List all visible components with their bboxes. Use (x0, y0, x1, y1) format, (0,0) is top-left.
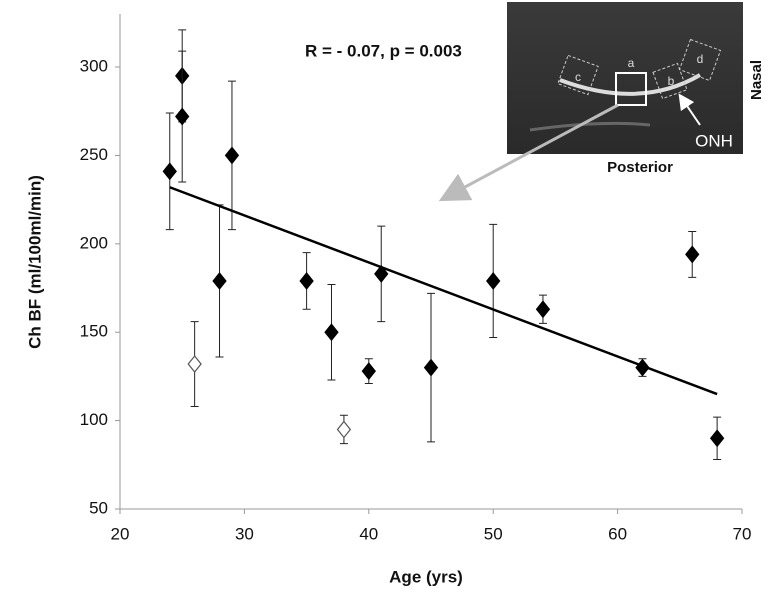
point (686, 246, 699, 262)
y-axis-label: Ch BF (ml/100ml/min) (25, 175, 44, 349)
point (176, 109, 189, 125)
point (362, 363, 375, 379)
x-tick-label: 50 (484, 524, 503, 543)
y-tick-label: 150 (80, 322, 108, 341)
point (226, 147, 239, 163)
inset-label: b (668, 74, 675, 88)
x-tick-label: 70 (733, 524, 752, 543)
point (325, 324, 338, 340)
trend-line (170, 187, 717, 394)
x-tick-label: 60 (608, 524, 627, 543)
y-tick-label: 300 (80, 57, 108, 76)
inset-bottom: Posterior (607, 159, 673, 176)
annotation: R = - 0.07, p = 0.003 (305, 41, 462, 60)
x-tick-label: 40 (359, 524, 378, 543)
inset-label: c (575, 70, 581, 84)
onh-label: ONH (695, 131, 733, 150)
point (711, 430, 724, 446)
point (213, 273, 226, 289)
y-tick-label: 200 (80, 233, 108, 252)
inset: a b c d ONH Nasal Posterior (452, 2, 765, 194)
x-tick-label: 20 (111, 524, 130, 543)
point (163, 163, 176, 179)
y-tick-label: 50 (89, 498, 108, 517)
inset-label: a (628, 56, 635, 70)
x-axis-label: Age (yrs) (389, 567, 463, 586)
chart: Age (yrs) Ch BF (ml/100ml/min) R = - 0.0… (0, 0, 768, 597)
x-tick-label: 30 (235, 524, 254, 543)
point (425, 360, 438, 376)
inset-side: Nasal (748, 60, 765, 100)
point (300, 273, 313, 289)
y-tick-label: 250 (80, 145, 108, 164)
point (338, 421, 351, 437)
point (487, 273, 500, 289)
point (537, 301, 550, 317)
inset-label: d (697, 52, 704, 66)
point (188, 356, 201, 372)
y-tick-label: 100 (80, 410, 108, 429)
